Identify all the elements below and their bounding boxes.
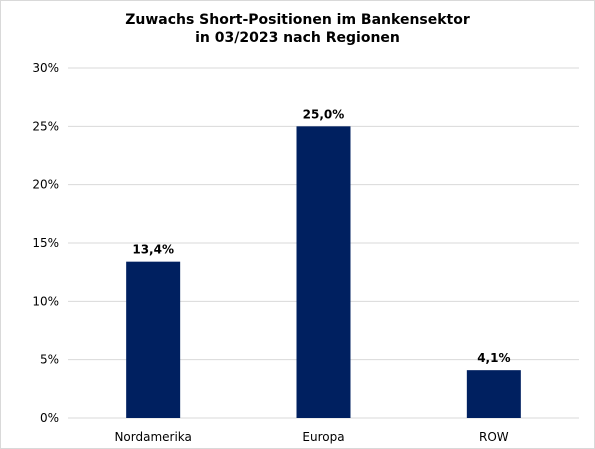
bar bbox=[466, 370, 521, 418]
data-label: 4,1% bbox=[477, 351, 510, 365]
chart-title: Zuwachs Short-Positionen im Bankensektor… bbox=[1, 11, 594, 47]
bar bbox=[296, 126, 351, 418]
x-tick-label: ROW bbox=[479, 430, 509, 444]
y-tick-label: 30% bbox=[32, 61, 59, 75]
y-tick-label: 5% bbox=[40, 353, 59, 367]
bar bbox=[126, 261, 181, 418]
y-tick-label: 25% bbox=[32, 119, 59, 133]
y-tick-label: 0% bbox=[40, 411, 59, 425]
chart-title-line-1: Zuwachs Short-Positionen im Bankensektor bbox=[125, 12, 470, 28]
x-tick-label: Europa bbox=[302, 430, 344, 444]
data-label: 13,4% bbox=[132, 243, 174, 257]
chart-title-line-2: in 03/2023 nach Regionen bbox=[195, 30, 400, 46]
y-tick-label: 15% bbox=[32, 236, 59, 250]
data-label: 25,0% bbox=[303, 107, 345, 121]
y-tick-label: 20% bbox=[32, 178, 59, 192]
y-tick-label: 10% bbox=[32, 294, 59, 308]
x-tick-label: Nordamerika bbox=[114, 430, 191, 444]
